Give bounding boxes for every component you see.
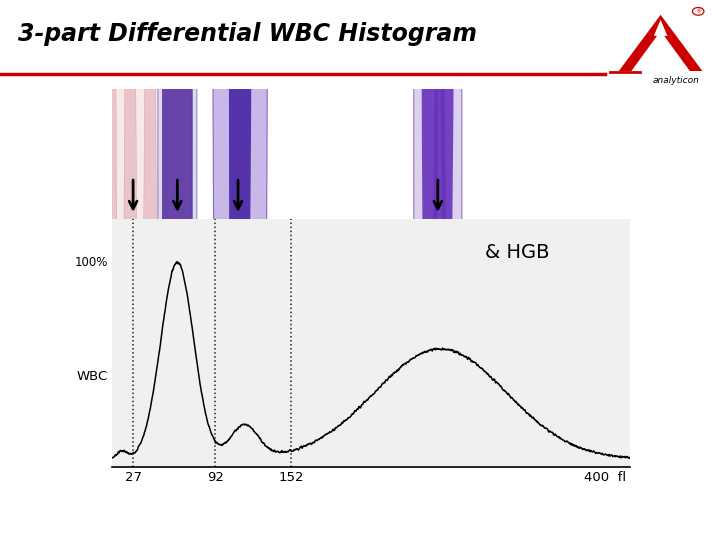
Polygon shape	[618, 15, 702, 71]
Polygon shape	[654, 20, 667, 36]
Ellipse shape	[84, 0, 97, 540]
Text: analyticon: analyticon	[653, 76, 700, 85]
Ellipse shape	[163, 0, 176, 540]
Text: 3-part Differential WBC Histogram: 3-part Differential WBC Histogram	[18, 22, 477, 46]
Text: ®: ®	[695, 9, 701, 14]
Circle shape	[163, 0, 192, 540]
Ellipse shape	[143, 0, 157, 540]
FancyBboxPatch shape	[76, 0, 190, 540]
Ellipse shape	[124, 0, 137, 540]
Circle shape	[431, 0, 448, 540]
Circle shape	[414, 0, 462, 540]
Circle shape	[439, 0, 455, 425]
Polygon shape	[229, 0, 251, 540]
Text: & HGB: & HGB	[485, 242, 549, 262]
Ellipse shape	[104, 0, 117, 540]
Polygon shape	[211, 0, 268, 540]
Text: 100%: 100%	[74, 255, 108, 268]
Text: agile - affordable - accurate: agile - affordable - accurate	[534, 517, 698, 530]
Text: WBC: WBC	[76, 370, 108, 383]
Polygon shape	[645, 50, 676, 71]
Circle shape	[158, 0, 197, 540]
Circle shape	[420, 0, 439, 540]
